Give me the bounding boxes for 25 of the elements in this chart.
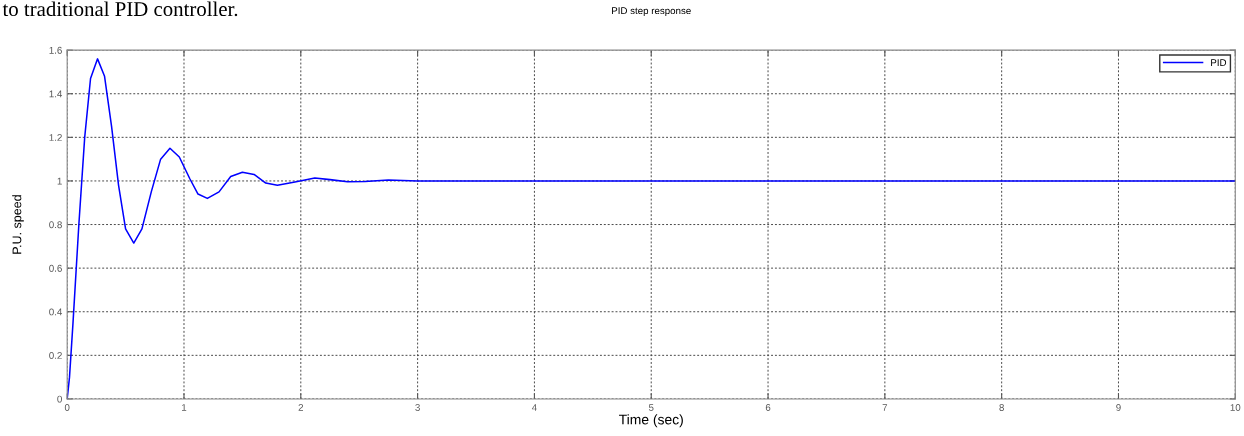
x-axis-title: Time (sec) [619, 414, 683, 428]
y-tick-label: 1.2 [49, 134, 62, 141]
x-tick-label: 8 [999, 404, 1004, 411]
x-tick-label: 10 [1230, 404, 1241, 411]
y-tick-label: 0.4 [49, 308, 63, 316]
chart-title: PID step response [612, 7, 691, 17]
y-tick-label: 1 [57, 177, 62, 185]
x-tick-label: 7 [882, 404, 888, 411]
y-tick-label: 1.4 [49, 90, 63, 98]
y-tick-label: 1.6 [49, 46, 62, 54]
y-tick-label: 0 [57, 395, 62, 403]
text: to traditional PID controller. [2, 1, 238, 17]
x-tick-label: 3 [415, 404, 420, 411]
x-tick-label: 1 [182, 404, 187, 411]
y-tick-label: 0.8 [49, 221, 62, 229]
x-tick-label: 5 [648, 404, 654, 411]
y-axis-title: P.U. speed [12, 195, 24, 254]
y-tick-label: 0.6 [49, 264, 62, 272]
x-tick-label: 2 [298, 404, 304, 411]
x-tick-label: 9 [1116, 404, 1121, 411]
x-tick-label: 6 [765, 404, 771, 411]
x-tick-label: 0 [64, 404, 70, 411]
x-tick-label: 4 [531, 404, 537, 411]
y-tick-label: 0.2 [49, 352, 62, 359]
legend-label: PID [1211, 59, 1227, 66]
